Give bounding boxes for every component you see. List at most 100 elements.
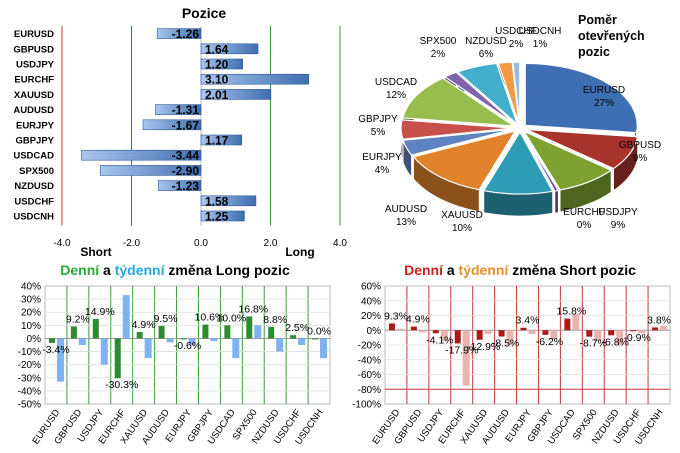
positions-value-label: -1.26 [172,27,200,41]
short-y-tick: -40% [358,355,381,366]
positions-chart: Pozice EURUSD GBPUSD USDJPY EURCHF XAUUSD AUD… [13,5,347,259]
short-weekly-bar [440,330,448,342]
positions-bar [200,43,259,55]
long-weekly-bar [122,295,130,339]
positions-bar [200,89,272,100]
positions-category-label: USDCAD [13,151,54,162]
long-y-tick: -40% [18,386,41,397]
positions-bar [200,195,257,207]
short-daily-bar [476,330,483,340]
long-y-tick: 20% [21,308,41,319]
short-category-labels: EURUSDGBPUSDUSDJPYEURCHFXAUUSDAUDUSDEURJ… [370,407,665,447]
long-plot-frame [44,285,331,405]
pie-slice-label: EURUSD 27% [583,85,625,109]
open-ratio-pie-chart: Poměr otevřených pozic EURUSD 27% GBPUSD 9% US… [358,13,661,234]
pie-slice [482,130,554,195]
positions-bar [200,134,242,146]
positions-value-label: -2.90 [172,164,200,178]
long-label: Long [285,245,314,259]
short-y-tick: -20% [358,341,381,352]
pie-title: Poměr otevřených pozic [578,13,645,59]
short-daily-bar [498,330,505,337]
long-data-label: 10.6% [195,312,225,324]
positions-bar [81,149,202,161]
positions-value-label: 1.64 [205,42,229,56]
pie-slice-label: AUDUSD 13% [385,204,427,228]
positions-category-label: SPX500 [19,166,54,177]
positions-value-label: -3.44 [172,149,200,163]
long-weekly-bar [144,338,152,359]
short-daily-bar [630,330,637,332]
pie-slice [443,71,517,126]
long-change-title: Denní a týdenní změna Long pozic [60,262,290,278]
pie-slice-label: USDCNH 1% [519,26,562,50]
long-weekly-bar [320,338,328,359]
short-data-label: 9.3% [384,310,408,322]
pie-slice-label: USDCAD 12% [375,77,417,101]
long-data-label: 4.9% [132,319,156,331]
long-weekly-bar [56,338,64,382]
positions-category-label: AUDUSD [13,105,54,116]
positions-x-tick: 0.0 [194,238,208,249]
positions-value-label: 1.58 [205,194,229,208]
pie-slices [400,61,639,195]
pie-labels: EURUSD 27% GBPUSD 9% USDJPY 9%EURCHF 0% XAUUSD 1… [358,26,661,234]
long-category-labels: EURUSDGBPUSDUSDJPYEURCHFXAUUSDAUDUSDEURJ… [30,407,325,447]
positions-x-ticks: -4.0 -2.0 0.0 2.0 4.0 [53,238,347,249]
short-bars [388,314,668,386]
positions-category-label: EURUSD [14,29,54,40]
positions-value-label: 1.25 [205,210,229,224]
positions-x-tick: 2.0 [264,238,278,249]
short-daily-bar [410,326,417,331]
positions-category-label: NZDUSD [14,181,54,192]
long-daily-bar [48,338,55,343]
positions-bar [155,104,202,115]
positions-bar [156,28,202,39]
long-data-label: 10.0% [216,312,246,324]
short-data-label: -0.9% [623,332,650,344]
long-weekly-bar [100,338,108,365]
long-daily-bar [70,326,77,339]
short-daily-bar [388,323,395,331]
pie-slice-label: USDJPY 9% [598,207,638,231]
positions-x-tick: 4.0 [333,238,347,249]
short-weekly-bar [572,314,580,331]
positions-bar [142,119,202,131]
long-daily-bar [114,338,121,379]
short-weekly-bar [550,330,558,340]
long-weekly-bar [78,338,86,345]
positions-value-labels: -1.26 1.64 1.203.102.01 -1.31-1.67 1.17 -3.44… [172,27,229,223]
pie-slice [526,128,639,170]
long-daily-bar [180,338,187,340]
long-data-label: 16.8% [238,303,268,315]
long-y-tick: 40% [21,282,41,293]
short-data-label: -6.8% [601,336,628,348]
positions-category-label: XAUUSD [14,90,54,101]
pie-title-line: pozic [578,45,610,59]
positions-bar [157,180,202,191]
positions-value-label: -1.67 [172,118,200,132]
positions-value-label: 1.17 [205,134,229,148]
pie-slice [521,131,560,192]
long-daily-bar [312,338,319,340]
positions-bar [200,210,245,222]
positions-category-label: USDCNH [13,212,54,223]
pie-slice-label: GBPJPY 5% [358,114,398,138]
long-data-label: 9.5% [154,313,178,325]
long-y-tick: -20% [18,360,41,371]
long-data-label: 14.9% [85,306,115,318]
long-weekly-bar [254,325,262,339]
long-weekly-bar [210,338,218,342]
short-label: Short [80,245,111,259]
short-data-labels: 9.3%4.9% -4.1%-17.9%-12.9%-8.5% 3.4% -6.2% 1… [384,306,671,357]
short-data-label: 3.4% [516,315,540,327]
short-y-tick: 0% [367,326,382,337]
pie-slice-label: XAUUSD 10% [441,210,483,234]
short-y-ticks: 60% 40% 20% 0% -20% -40% -60% -80% -100% [352,282,381,411]
short-data-label: -8.7% [580,338,607,350]
short-daily-bar [432,330,439,334]
long-weekly-bar [298,338,306,345]
short-daily-bar [542,330,549,335]
short-weekly-bar [462,330,470,386]
positions-x-tick: -2.0 [123,238,141,249]
